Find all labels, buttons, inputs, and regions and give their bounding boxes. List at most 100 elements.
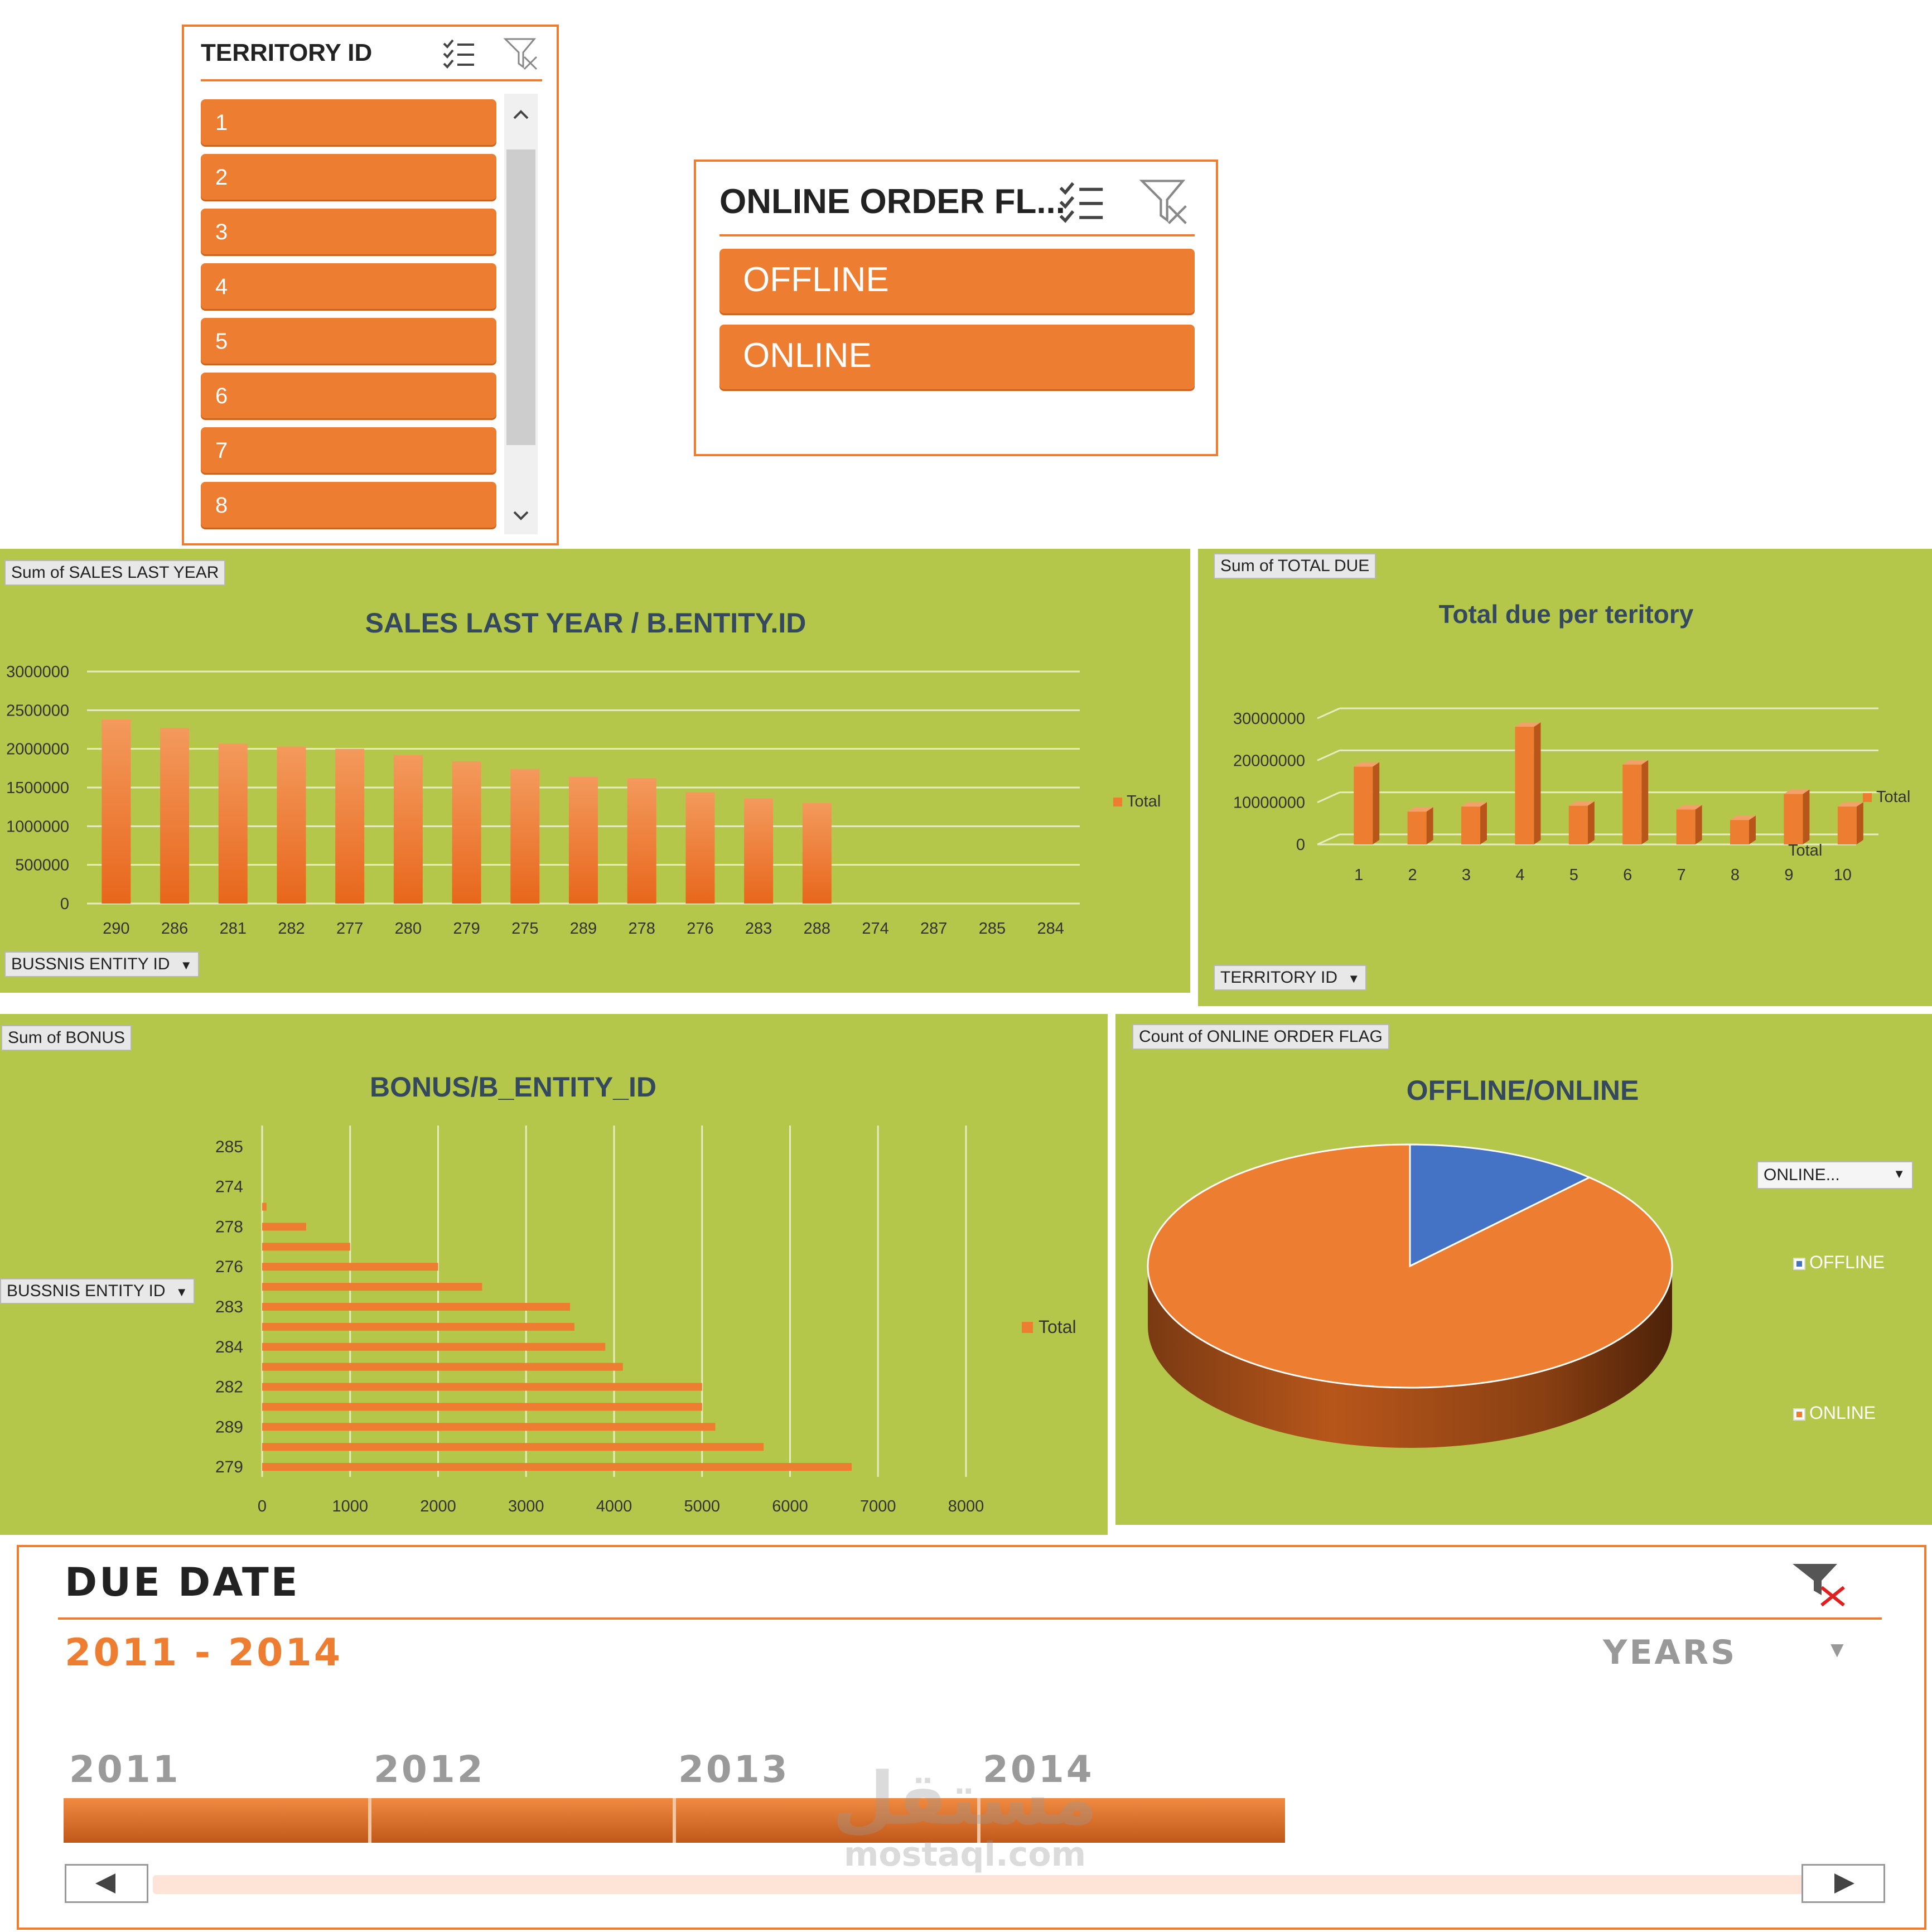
territory-item[interactable]: 8 — [201, 482, 496, 528]
arrow-right-icon[interactable] — [1801, 1864, 1885, 1903]
territory-item[interactable]: 3 — [201, 209, 496, 254]
bar — [218, 743, 248, 904]
scroll-thumb[interactable] — [506, 149, 535, 445]
arrow-left-icon[interactable] — [65, 1864, 148, 1903]
y-tick-label: 283 — [215, 1298, 243, 1316]
bar — [1784, 794, 1803, 844]
value-field-button[interactable]: Sum of BONUS — [1, 1025, 132, 1051]
territory-item[interactable]: 1 — [201, 99, 496, 145]
timeline-title: DUE DATE — [65, 1559, 300, 1605]
bar-side — [1695, 805, 1702, 844]
axis-field-label: BUSSNIS ENTITY ID — [7, 1282, 166, 1300]
x-tick-label: 6000 — [772, 1498, 808, 1515]
y-tick-label: 279 — [215, 1458, 243, 1476]
timeline-level-label: YEARS — [1603, 1633, 1737, 1672]
value-field-button[interactable]: Sum of TOTAL DUE — [1214, 553, 1376, 579]
x-tick-label: 2000 — [420, 1498, 456, 1515]
timeline-year-label[interactable]: 2014 — [983, 1748, 1094, 1791]
timeline-year-label[interactable]: 2012 — [374, 1748, 485, 1791]
x-tick-label: 274 — [862, 920, 888, 938]
territory-item-label: 4 — [215, 274, 228, 299]
y-tick-label: 1500000 — [6, 779, 69, 797]
bar — [393, 755, 423, 904]
axis-field-label: TERRITORY ID — [1220, 968, 1338, 987]
territory-item-label: 2 — [215, 165, 228, 190]
bar — [262, 1322, 575, 1331]
bar — [452, 761, 481, 904]
bar — [744, 798, 774, 904]
filter-dropdown[interactable]: ONLINE... ▼ — [1757, 1161, 1913, 1189]
bar-side — [1856, 802, 1863, 844]
bar — [802, 803, 832, 904]
x-tick-label: 275 — [511, 920, 538, 938]
clear-filter-icon[interactable] — [1139, 176, 1189, 226]
bar — [1837, 806, 1857, 844]
territory-item[interactable]: 6 — [201, 373, 496, 418]
timeline-scroll-track[interactable] — [153, 1875, 1804, 1894]
territory-item[interactable]: 5 — [201, 318, 496, 364]
axis-field-button[interactable]: TERRITORY ID ▼ — [1214, 965, 1367, 991]
territory-item[interactable]: 2 — [201, 154, 496, 200]
y-tick-label: 10000000 — [1233, 794, 1305, 812]
due-date-timeline: DUE DATE 2011 - 2014 YEARS ▼ 2011 2012 201… — [17, 1545, 1926, 1930]
axis-field-button[interactable]: BUSSNIS ENTITY ID ▼ — [0, 1278, 195, 1304]
territory-item[interactable]: 4 — [201, 263, 496, 309]
territory-item[interactable]: 7 — [201, 427, 496, 473]
bar — [1354, 766, 1373, 844]
timeline-period-divider — [673, 1798, 676, 1843]
x-tick-label: 7000 — [860, 1498, 896, 1515]
bar-side — [1641, 760, 1649, 844]
y-tick-label: 284 — [215, 1338, 243, 1356]
depth-axis-label: Total — [1788, 842, 1822, 859]
x-tick-label: 276 — [687, 920, 713, 938]
chevron-down-icon[interactable] — [511, 505, 531, 525]
clear-filter-icon[interactable] — [503, 36, 539, 71]
axis-field-button[interactable]: BUSSNIS ENTITY ID ▼ — [4, 951, 199, 977]
x-tick-label: 8000 — [948, 1498, 984, 1515]
slicer-header-divider — [201, 79, 542, 81]
chevron-down-icon: ▼ — [1826, 1638, 1848, 1662]
bar — [262, 1283, 482, 1291]
value-field-button[interactable]: Sum of SALES LAST YEAR — [4, 560, 226, 586]
y-tick-label: 20000000 — [1233, 752, 1305, 770]
value-field-button[interactable]: Count of ONLINE ORDER FLAG — [1132, 1024, 1389, 1050]
legend-label: Total — [1127, 793, 1161, 810]
slicer-scrollbar[interactable] — [504, 94, 538, 534]
sales-chart-panel: Sum of SALES LAST YEAR SALES LAST YEAR /… — [0, 549, 1190, 993]
x-tick-label: 3 — [1462, 866, 1471, 884]
legend-marker — [1022, 1322, 1033, 1333]
y-tick-label: 276 — [215, 1258, 243, 1276]
bonus-chart-plot: 0 1000 2000 3000 4000 5000 6000 7000 8000 279 289 2… — [215, 1126, 1076, 1515]
online-flag-item[interactable]: ONLINE — [719, 325, 1195, 389]
dropdown-arrow-icon: ▼ — [175, 1285, 188, 1299]
bar — [102, 719, 131, 904]
x-tick-label: 287 — [920, 920, 947, 938]
x-tick-label: 5 — [1569, 866, 1578, 884]
timeline-level-selector[interactable]: YEARS ▼ — [1603, 1633, 1871, 1678]
bar-side — [1480, 802, 1487, 844]
bar-side — [1373, 762, 1380, 844]
chevron-up-icon[interactable] — [511, 105, 531, 125]
bar — [262, 1403, 702, 1411]
bar — [262, 1243, 350, 1251]
bar-side — [1426, 807, 1433, 844]
x-tick-label: 288 — [804, 920, 830, 938]
bar-top — [1784, 789, 1810, 794]
online-flag-item[interactable]: OFFLINE — [719, 249, 1195, 313]
timeline-year-label[interactable]: 2013 — [678, 1748, 790, 1791]
multiselect-icon[interactable] — [1057, 178, 1104, 225]
clear-filter-icon[interactable] — [1787, 1558, 1848, 1609]
multiselect-icon[interactable] — [442, 37, 475, 70]
x-tick-label: 9 — [1784, 866, 1793, 884]
x-tick-label: 3000 — [508, 1498, 544, 1515]
legend-label: OFFLINE — [1809, 1252, 1885, 1272]
chart-title: BONUS/B_ENTITY_ID — [370, 1071, 656, 1103]
bar-side — [1749, 815, 1756, 844]
bar — [1730, 820, 1749, 844]
x-tick-label: 8 — [1731, 866, 1740, 884]
y-tick-label: 289 — [215, 1418, 243, 1436]
timeline-year-label[interactable]: 2011 — [69, 1748, 181, 1791]
pie-slice-offline — [1409, 1143, 1592, 1268]
total-due-chart-panel: Sum of TOTAL DUE Total due per teritory … — [1198, 549, 1932, 1006]
x-tick-label: 2 — [1408, 866, 1417, 884]
